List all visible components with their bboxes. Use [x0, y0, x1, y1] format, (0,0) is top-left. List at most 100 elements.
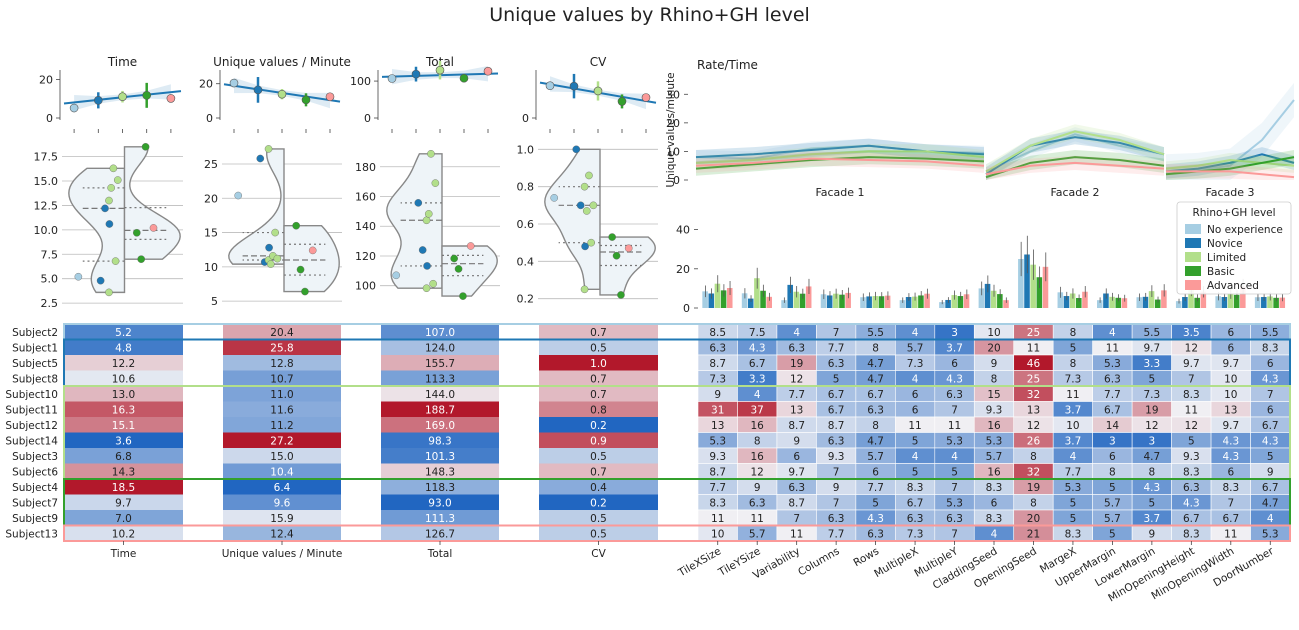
- param-cell-value: 11: [1185, 404, 1198, 416]
- param-cell-value: 14: [1106, 420, 1120, 432]
- heat-cell-value: 101.3: [425, 451, 455, 463]
- param-cell-value: 4.3: [1262, 435, 1279, 447]
- rate-time-title: Rate/Time: [697, 58, 758, 72]
- bar: [714, 283, 721, 308]
- series-band: [1166, 150, 1294, 180]
- param-cell-value: 7.3: [907, 358, 924, 370]
- series-band: [696, 150, 984, 176]
- heat-cell-value: 98.3: [428, 435, 451, 447]
- y-tick-label: 0: [364, 112, 371, 125]
- subject-label: Subject2: [12, 327, 58, 339]
- param-cell-value: 8.7: [709, 358, 726, 370]
- data-point: [589, 201, 598, 210]
- param-cell-value: 5.3: [946, 497, 963, 509]
- param-cell-value: 4.7: [867, 358, 884, 370]
- param-cell-value: 4.3: [1183, 497, 1200, 509]
- series-line-advanced: [695, 157, 985, 167]
- legend-swatch: [1185, 238, 1201, 248]
- heat-cell-value: 3.6: [115, 435, 132, 447]
- param-cell-value: 6.3: [1104, 373, 1121, 385]
- param-cell-value: 9.3: [1183, 451, 1200, 463]
- data-point: [422, 284, 431, 293]
- param-cell-value: 8: [872, 420, 879, 432]
- heat-cell-value: 93.0: [428, 497, 451, 509]
- heatmap-panel: Subject2 5.2 20.4 107.0 0.7 8.5 7.5 4 7 5.5 4 3 10 25…: [5, 323, 1291, 604]
- param-cell-value: 4.3: [1262, 373, 1279, 385]
- param-cell-value: 25: [1027, 373, 1040, 385]
- heat-cell-value: 0.5: [590, 342, 607, 354]
- y-tick-label: 100: [355, 280, 376, 293]
- param-cell-value: 16: [751, 420, 765, 432]
- param-cell-value: 11: [1027, 342, 1040, 354]
- heat-cell-value: 15.1: [112, 420, 135, 432]
- param-cell-value: 4.7: [1144, 451, 1161, 463]
- param-cell-value: 4: [754, 389, 761, 401]
- bar: [911, 296, 918, 308]
- param-cell-value: 6.3: [946, 389, 963, 401]
- bar: [1142, 296, 1149, 308]
- param-cell-value: 6.3: [788, 482, 805, 494]
- param-cell-value: 4: [1109, 327, 1116, 339]
- data-point: [113, 176, 122, 184]
- mean-point: [387, 74, 397, 83]
- heat-cell-value: 10.2: [112, 528, 135, 540]
- param-cell-value: 16: [751, 451, 765, 463]
- param-cell-value: 5.7: [1104, 497, 1121, 509]
- metric-column-label: CV: [591, 548, 606, 560]
- bar: [726, 288, 733, 308]
- y-tick-label: 20: [199, 78, 213, 91]
- series-band: [696, 151, 984, 173]
- bar: [1115, 297, 1122, 308]
- heat-cell-value: 18.5: [112, 482, 135, 494]
- data-point: [292, 221, 300, 230]
- param-cell-value: 6.7: [1262, 420, 1279, 432]
- data-point: [149, 224, 158, 232]
- data-point: [608, 233, 616, 241]
- series-band: [1166, 82, 1294, 180]
- param-cell-value: 6: [951, 358, 958, 370]
- pointplot-time: Time 0 20: [39, 55, 182, 133]
- subject-label: Subject3: [12, 451, 58, 463]
- param-cell-value: 5: [912, 435, 919, 447]
- param-cell-value: 4.7: [867, 435, 884, 447]
- param-cell-value: 5.3: [986, 435, 1003, 447]
- heat-cell-value: 11.0: [270, 389, 293, 401]
- heat-cell-value: 27.2: [270, 435, 293, 447]
- heat-cell: [539, 339, 658, 355]
- param-cell-value: 3: [951, 327, 958, 339]
- bar: [833, 293, 839, 308]
- heat-cell: [64, 494, 183, 510]
- heat-cell-value: 126.7: [425, 528, 455, 540]
- param-cell-value: 6.3: [946, 513, 963, 525]
- heat-cell: [223, 339, 341, 355]
- param-cell-value: 4: [912, 327, 919, 339]
- bar: [878, 296, 885, 308]
- bar: [1136, 297, 1143, 308]
- heat-cell: [539, 417, 658, 433]
- bar: [905, 297, 912, 308]
- data-point: [265, 243, 273, 252]
- mean-point: [277, 89, 287, 99]
- heat-cell: [223, 525, 341, 541]
- y-tick-label: 100: [350, 75, 371, 88]
- heat-cell: [223, 370, 341, 386]
- subject-label: Subject1: [12, 342, 58, 354]
- heat-cell-value: 169.0: [425, 420, 455, 432]
- heat-cell: [381, 355, 499, 371]
- heat-cell: [223, 463, 341, 479]
- data-point: [105, 288, 113, 297]
- y-tick-label: 0.8: [517, 181, 535, 194]
- bar: [1057, 292, 1064, 308]
- heat-cell-value: 9.6: [274, 497, 291, 509]
- heat-cell-value: 25.8: [270, 342, 293, 354]
- data-point: [550, 194, 559, 202]
- heat-cell: [381, 324, 499, 340]
- bar: [939, 302, 945, 308]
- y-tick-label: 40: [676, 224, 690, 237]
- param-cell-value: 5.3: [1065, 482, 1082, 494]
- data-point: [74, 272, 83, 281]
- metric-column-label: Time: [110, 548, 137, 560]
- violin-left: [386, 153, 443, 289]
- heat-cell: [381, 510, 499, 526]
